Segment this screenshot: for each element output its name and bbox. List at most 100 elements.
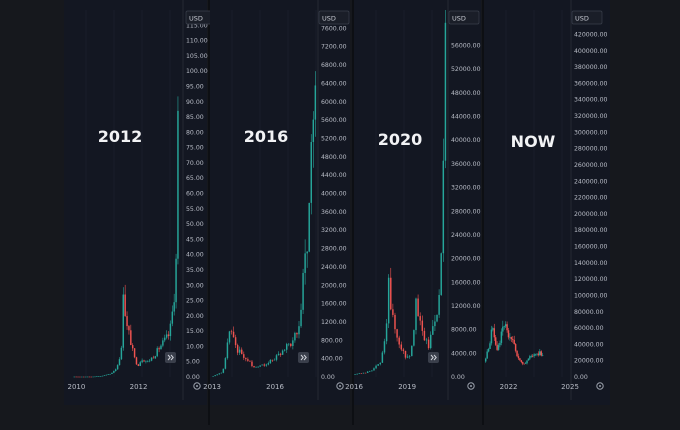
candle xyxy=(406,354,409,359)
gear-icon[interactable] xyxy=(467,382,475,390)
y-tick-label: 220000.00 xyxy=(574,195,608,202)
candle xyxy=(234,334,237,348)
candle xyxy=(360,373,363,374)
candle xyxy=(377,364,379,366)
y-tick-label: 400.00 xyxy=(321,356,343,363)
y-tick-label: 48000.00 xyxy=(451,90,481,97)
candle-body xyxy=(167,334,170,337)
candle xyxy=(103,375,106,376)
candle-body xyxy=(400,344,403,350)
candle-body xyxy=(273,359,276,361)
candle xyxy=(283,349,286,352)
candle-body xyxy=(423,330,426,341)
candle-body xyxy=(516,350,518,357)
candle-body xyxy=(150,357,153,361)
candle-body xyxy=(438,294,440,315)
candle-body xyxy=(493,328,496,338)
candle-body xyxy=(135,357,138,365)
candle-body xyxy=(373,368,375,371)
candle xyxy=(245,357,247,362)
candle-body xyxy=(156,348,158,357)
candle xyxy=(369,370,371,372)
candle xyxy=(436,314,438,323)
candle xyxy=(402,347,405,355)
candle-body xyxy=(249,360,251,362)
candle xyxy=(173,293,175,316)
y-tick-label: 95.00 xyxy=(186,83,204,90)
candle xyxy=(507,327,510,340)
candle xyxy=(371,370,373,372)
candle xyxy=(98,376,100,377)
y-tick-label: 16000.00 xyxy=(451,279,481,286)
candle xyxy=(114,368,117,372)
y-tick-label: 20.00 xyxy=(186,313,204,320)
candle xyxy=(273,358,276,361)
gear-icon[interactable] xyxy=(596,382,604,390)
candle-body xyxy=(489,343,491,349)
candle-body xyxy=(222,368,225,373)
candle xyxy=(259,365,261,367)
double-chevron-right-icon[interactable] xyxy=(428,352,439,363)
candle xyxy=(516,350,518,357)
candle-body xyxy=(524,363,527,364)
candle-body xyxy=(519,358,521,361)
candle xyxy=(506,321,508,333)
candle xyxy=(487,347,490,353)
y-tick-label: 240000.00 xyxy=(574,178,608,185)
y-tick-label: 60.00 xyxy=(186,191,204,198)
candle xyxy=(512,336,514,343)
candle-body xyxy=(226,342,229,359)
currency-badge[interactable] xyxy=(318,10,350,25)
candle xyxy=(524,361,527,364)
candle xyxy=(96,376,98,377)
candle xyxy=(154,355,157,359)
candle xyxy=(79,376,81,378)
candle xyxy=(236,343,239,356)
y-tick-label: 105.00 xyxy=(186,53,208,60)
candle-body xyxy=(486,351,488,359)
candle xyxy=(489,341,491,350)
candle xyxy=(432,320,434,335)
candle-body xyxy=(369,371,371,372)
candle xyxy=(434,315,436,331)
candle-body xyxy=(255,366,257,368)
candle-body xyxy=(404,350,407,358)
candle-body xyxy=(216,374,218,376)
chart-panel-4: 0.00 20000.00 40000.00 60000.00 80000.00 1000… xyxy=(484,0,610,405)
candle xyxy=(122,287,125,351)
double-chevron-right-icon[interactable] xyxy=(165,352,176,363)
gear-icon[interactable] xyxy=(336,382,344,390)
chart-panel-1: 0.00 5.00 10.00 15.00 20.00 25.00 30.00 35.00 40… xyxy=(64,0,217,405)
gear-icon[interactable] xyxy=(193,382,201,390)
candle-body xyxy=(541,355,544,356)
candle xyxy=(308,202,310,253)
candle-body xyxy=(103,375,106,376)
double-chevron-right-icon[interactable] xyxy=(298,352,309,363)
candle xyxy=(133,347,136,359)
candle xyxy=(510,336,513,342)
currency-badge[interactable] xyxy=(571,10,603,25)
candle xyxy=(536,353,538,357)
candle-body xyxy=(162,340,164,346)
candle-body xyxy=(434,321,436,327)
candle-body xyxy=(296,332,298,335)
candle xyxy=(520,359,523,364)
candle xyxy=(218,373,220,375)
candle-body xyxy=(92,376,94,378)
y-tick-label: 4400.00 xyxy=(321,172,347,179)
candle xyxy=(375,364,377,370)
candle-body xyxy=(398,337,400,345)
candle xyxy=(502,320,504,336)
candle-body xyxy=(392,309,394,315)
candle xyxy=(373,367,375,371)
y-tick-label: 10.00 xyxy=(186,343,204,350)
y-tick-label: 52000.00 xyxy=(451,66,481,73)
candle xyxy=(139,360,141,367)
candle-body xyxy=(224,358,227,369)
candle-body xyxy=(371,370,373,372)
currency-badge[interactable] xyxy=(448,10,480,25)
candle-body xyxy=(362,372,365,374)
candle-body xyxy=(111,372,113,374)
candle xyxy=(519,357,521,362)
candle xyxy=(109,373,111,375)
